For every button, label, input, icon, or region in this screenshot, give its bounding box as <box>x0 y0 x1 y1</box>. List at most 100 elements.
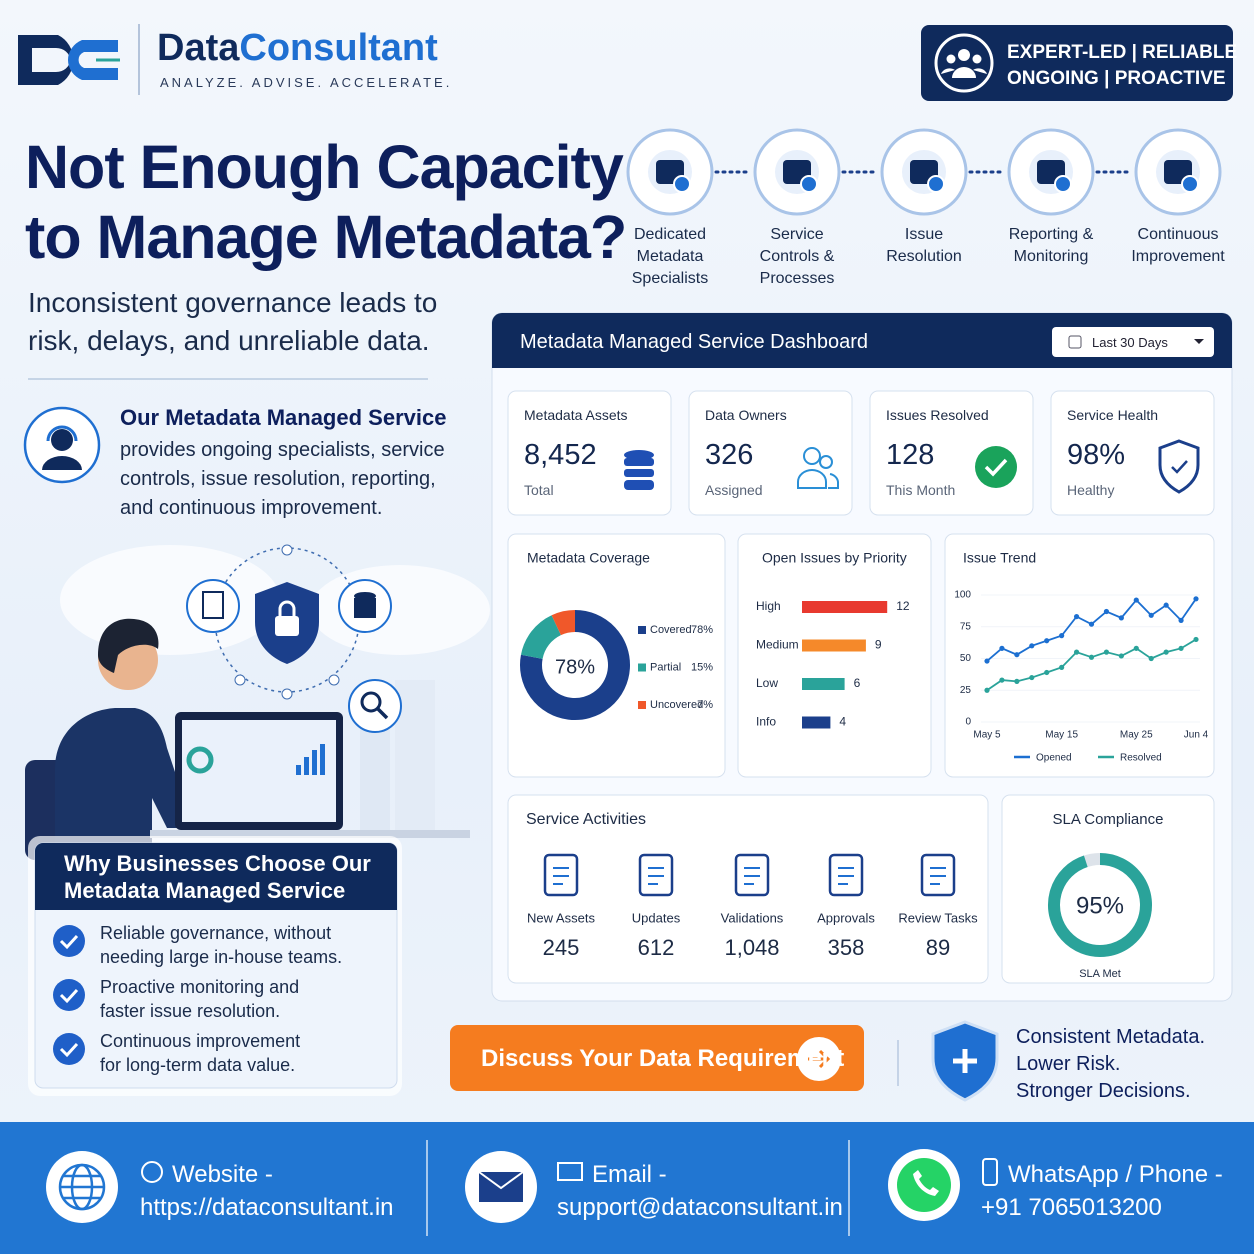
node <box>234 674 246 686</box>
service-text: provides ongoing specialists, service con… <box>120 436 445 523</box>
point <box>1178 645 1184 651</box>
activity-icon-line <box>648 867 664 885</box>
legend-label: Partial <box>650 661 681 673</box>
step-label: Service Controls & Processes <box>727 224 867 290</box>
icon-part <box>803 447 821 465</box>
icon-part <box>354 598 376 618</box>
icon-part <box>624 469 654 477</box>
step-label: Continuous Improvement <box>1108 224 1248 268</box>
orbit-nodes <box>234 544 340 700</box>
label-line: Issue <box>904 226 944 243</box>
point <box>1163 602 1169 608</box>
label-line: Processes <box>759 270 835 287</box>
point <box>1193 636 1199 643</box>
icon-part <box>202 591 224 619</box>
legend-swatch <box>638 663 646 672</box>
calendar-icon <box>1068 335 1082 349</box>
cta-label[interactable]: Discuss Your Data Requirement <box>481 1045 845 1072</box>
owners-icon <box>797 447 839 489</box>
mail-flap <box>478 1171 524 1190</box>
title-line: Metadata Managed Service <box>64 878 346 903</box>
y-tick-label: 50 <box>960 653 972 664</box>
filter-label[interactable]: Last 30 Days <box>1092 335 1168 350</box>
tagline: ANALYZE. ADVISE. ACCELERATE. <box>160 75 453 90</box>
label-line: Metadata <box>636 248 704 265</box>
check-mark <box>59 988 79 1004</box>
category-label: Info <box>756 715 776 729</box>
footer-label: Website - <box>172 1161 273 1188</box>
icon-part <box>797 469 827 489</box>
icon-part <box>312 750 317 775</box>
x-tick-label: May 15 <box>1045 730 1078 741</box>
legend-swatch <box>638 626 646 634</box>
check-mark <box>59 1042 79 1058</box>
activity-icon <box>828 853 864 897</box>
text-line: provides ongoing specialists, service <box>120 439 445 461</box>
footer-value[interactable]: +91 7065013200 <box>981 1194 1162 1221</box>
footer-value[interactable]: https://dataconsultant.in <box>140 1194 394 1221</box>
activity-icon-line <box>930 867 946 885</box>
point <box>1014 652 1020 658</box>
value-label: 4 <box>839 715 846 729</box>
point <box>1118 653 1124 659</box>
icon-part <box>296 765 301 775</box>
step-icon-dot <box>927 175 945 193</box>
badge <box>921 25 1233 101</box>
slogan: Consistent Metadata. Lower Risk. Stronger … <box>1016 1024 1205 1105</box>
icon-part <box>42 456 82 470</box>
label-line: Specialists <box>631 270 709 287</box>
brand: DataConsultant <box>157 27 438 70</box>
value-label: 7% <box>697 699 713 711</box>
kpi-icons <box>624 439 1200 494</box>
subtitle-line: Inconsistent governance leads to <box>28 287 438 318</box>
step-icon-dot <box>1181 175 1199 193</box>
step-icon-dot <box>800 175 818 193</box>
icon-part <box>624 450 654 460</box>
footer-phone[interactable]: WhatsApp / Phone - +91 7065013200 <box>981 1158 1223 1224</box>
item-line: Proactive monitoring and <box>100 977 300 997</box>
activity-value: 1,048 <box>724 935 779 960</box>
y-tick-label: 25 <box>960 685 972 696</box>
doc-icon <box>186 579 240 633</box>
donut-segment <box>520 615 562 660</box>
value-label: 15% <box>691 661 713 673</box>
mini-chart <box>186 746 214 774</box>
kpi-note: Healthy <box>1067 482 1115 498</box>
footer-email[interactable]: Email - support@dataconsultant.in <box>557 1158 843 1224</box>
point <box>1148 655 1154 662</box>
footer-value[interactable]: support@dataconsultant.in <box>557 1194 843 1221</box>
icon-part <box>376 707 389 720</box>
icon-part <box>46 425 78 442</box>
x-tick-label: Jun 4 <box>1184 730 1209 741</box>
cta-button[interactable] <box>450 1025 864 1091</box>
legend-swatch <box>638 701 646 709</box>
bar <box>802 601 888 613</box>
point <box>1059 664 1065 670</box>
illustration <box>25 544 490 860</box>
point <box>999 645 1005 651</box>
icon-part <box>958 49 970 61</box>
desk <box>150 830 470 838</box>
kpi-value: 8,452 <box>524 439 597 471</box>
point <box>1044 638 1050 644</box>
activities-title: Service Activities <box>526 811 647 828</box>
footer-website[interactable]: Website - https://dataconsultant.in <box>140 1158 394 1224</box>
slogan-line: Lower Risk. <box>1016 1053 1121 1075</box>
filter-dropdown[interactable] <box>1052 327 1214 357</box>
point <box>1193 596 1199 602</box>
category-label: High <box>756 599 781 613</box>
gauge-arc <box>1048 853 1152 957</box>
activity-icon <box>920 853 956 897</box>
whatsapp-icon <box>897 1158 951 1212</box>
kpi-value: 98% <box>1067 439 1126 471</box>
logo-d <box>18 35 74 85</box>
activity-value: 89 <box>926 935 950 960</box>
check-circle <box>53 1033 85 1065</box>
step-label: Reporting & Monitoring <box>981 224 1121 268</box>
step-label: Issue Resolution <box>854 224 994 268</box>
card <box>507 794 989 984</box>
step-icon-dot <box>673 175 691 193</box>
y-tick-label: 75 <box>960 621 972 632</box>
badge-text: EXPERT-LED | RELIABLE ONGOING | PROACTIVE <box>1007 40 1237 92</box>
